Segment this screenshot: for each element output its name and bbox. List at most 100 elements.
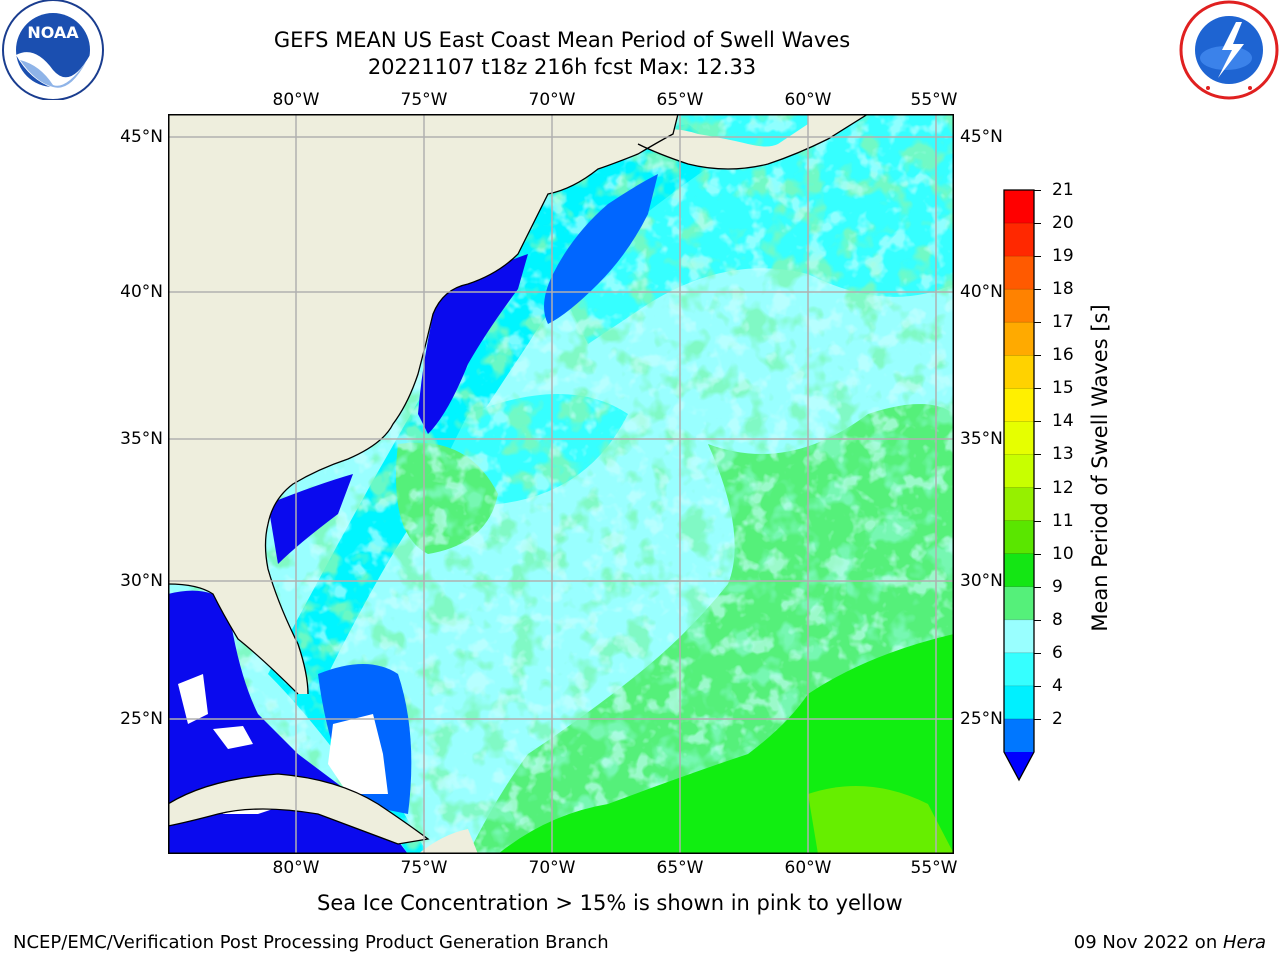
- colorbar-tick-mark: [1034, 322, 1041, 324]
- footer-left: NCEP/EMC/Verification Post Processing Pr…: [13, 932, 609, 953]
- colorbar-tick-mark: [1034, 718, 1041, 720]
- map-frame: [168, 114, 954, 854]
- colorbar-tick-label: 15: [1052, 378, 1074, 399]
- colorbar-band: [1004, 421, 1034, 455]
- land-cuba: [168, 774, 428, 844]
- land-nova-scotia: [638, 114, 868, 169]
- ocean-blue-carolinas: [268, 474, 353, 564]
- land-hispaniola: [418, 829, 478, 854]
- colorbar-tick-label: 11: [1052, 510, 1074, 531]
- colorbar-tick-label: 12: [1052, 477, 1074, 498]
- mask-patch: [213, 726, 253, 749]
- colorbar-bands: [1004, 189, 1034, 753]
- swell-period-map: [168, 114, 954, 854]
- coastline: [264, 114, 679, 695]
- colorbar-tick-mark: [1034, 223, 1041, 225]
- footer-machine: Hera: [1222, 932, 1266, 953]
- colorbar-band: [1004, 256, 1034, 290]
- colorbar-tick-mark: [1034, 454, 1041, 456]
- colorbar-band: [1004, 190, 1034, 224]
- colorbar-tick-label: 8: [1052, 609, 1063, 630]
- mask-patch: [328, 714, 388, 794]
- colorbar-tick-label: 13: [1052, 444, 1074, 465]
- lon-label-bottom: 75°W: [400, 858, 448, 878]
- colorbar-tick-label: 19: [1052, 246, 1074, 267]
- lon-label-top: 80°W: [272, 90, 320, 110]
- chart-subtitle: 20221107 t18z 216h fcst Max: 12.33: [367, 55, 757, 79]
- colorbar-tick-mark: [1034, 421, 1041, 423]
- colorbar-band: [1004, 652, 1034, 687]
- colorbar-tick-label: 10: [1052, 543, 1074, 564]
- lat-label-left: 35°N: [120, 429, 163, 449]
- mask-patch: [178, 674, 208, 724]
- coastline-cuba: [168, 773, 430, 845]
- colorbar-tick-mark: [1034, 520, 1041, 522]
- lon-label-top: 60°W: [784, 90, 832, 110]
- noaa-logo-icon: NOAA: [2, 0, 104, 100]
- colorbar-band: [1004, 289, 1034, 323]
- noaa-logo-text: NOAA: [27, 23, 79, 42]
- lat-label-left: 25°N: [120, 709, 163, 729]
- colorbar-tick-mark: [1034, 289, 1041, 291]
- lon-label-bottom: 60°W: [784, 858, 832, 878]
- colorbar-band: [1004, 685, 1034, 720]
- lon-label-bottom: 55°W: [910, 858, 958, 878]
- colorbar-tick-mark: [1034, 487, 1041, 489]
- colorbar-tick-label: 17: [1052, 312, 1074, 333]
- colorbar-tick-mark: [1034, 190, 1041, 191]
- colorbar-tick-label: 9: [1052, 576, 1063, 597]
- colorbar-band: [1004, 355, 1034, 389]
- lat-label-right: 45°N: [960, 127, 1003, 147]
- colorbar-tick-label: 6: [1052, 642, 1063, 663]
- colorbar-tick-label: 20: [1052, 213, 1074, 234]
- lat-label-left: 30°N: [120, 571, 163, 591]
- lon-label-top: 70°W: [528, 90, 576, 110]
- colorbar-band: [1004, 388, 1034, 422]
- lon-label-top: 55°W: [910, 90, 958, 110]
- colorbar-band: [1004, 487, 1034, 522]
- colorbar-tick-mark: [1034, 619, 1041, 621]
- colorbar-tick-mark: [1034, 652, 1041, 654]
- colorbar-tick-label: 18: [1052, 279, 1074, 300]
- colorbar: [1003, 189, 1035, 782]
- graticule: [168, 114, 954, 854]
- ocean-blue-gulfofmaine: [544, 174, 658, 324]
- colorbar-band: [1004, 586, 1034, 621]
- lat-label-right: 35°N: [960, 429, 1003, 449]
- lon-label-top: 75°W: [400, 90, 448, 110]
- colorbar-tick-mark: [1034, 685, 1041, 687]
- colorbar-tick-mark: [1034, 553, 1041, 555]
- colorbar-tick-label: 14: [1052, 411, 1074, 432]
- lon-label-top: 65°W: [656, 90, 704, 110]
- sea-ice-caption: Sea Ice Concentration > 15% is shown in …: [317, 891, 903, 915]
- lon-label-bottom: 65°W: [656, 858, 704, 878]
- colorbar-tick-mark: [1034, 388, 1041, 390]
- colorbar-band: [1004, 223, 1034, 257]
- lon-label-bottom: 70°W: [528, 858, 576, 878]
- lat-label-right: 40°N: [960, 282, 1003, 302]
- footer-date: 09 Nov 2022 on: [1073, 932, 1223, 953]
- colorbar-band: [1004, 619, 1034, 654]
- footer-right: 09 Nov 2022 on Hera: [1074, 932, 1266, 953]
- colorbar-band: [1004, 553, 1034, 588]
- lat-label-right: 25°N: [960, 709, 1003, 729]
- colorbar-tick-mark: [1034, 355, 1041, 357]
- colorbar-under-arrow: [1004, 752, 1034, 780]
- lon-label-bottom: 80°W: [272, 858, 320, 878]
- colorbar-tick-label: 21: [1052, 180, 1074, 200]
- colorbar-band: [1004, 520, 1034, 555]
- ocean-lime-patch: [808, 786, 954, 854]
- coastline-gulf: [168, 583, 299, 695]
- colorbar-band: [1004, 718, 1034, 753]
- colorbar-tick-label: 4: [1052, 675, 1063, 696]
- coastline-nova-scotia: [637, 114, 869, 170]
- colorbar-band: [1004, 322, 1034, 356]
- colorbar-tick-mark: [1034, 256, 1041, 258]
- colorbar-label: Mean Period of Swell Waves [s]: [1088, 304, 1112, 632]
- colorbar-tick-label: 2: [1052, 708, 1063, 729]
- lat-label-left: 40°N: [120, 282, 163, 302]
- colorbar-frame: [1003, 189, 1035, 782]
- lat-label-right: 30°N: [960, 571, 1003, 591]
- nws-logo-icon: [1179, 0, 1279, 100]
- chart-title: GEFS MEAN US East Coast Mean Period of S…: [273, 28, 851, 52]
